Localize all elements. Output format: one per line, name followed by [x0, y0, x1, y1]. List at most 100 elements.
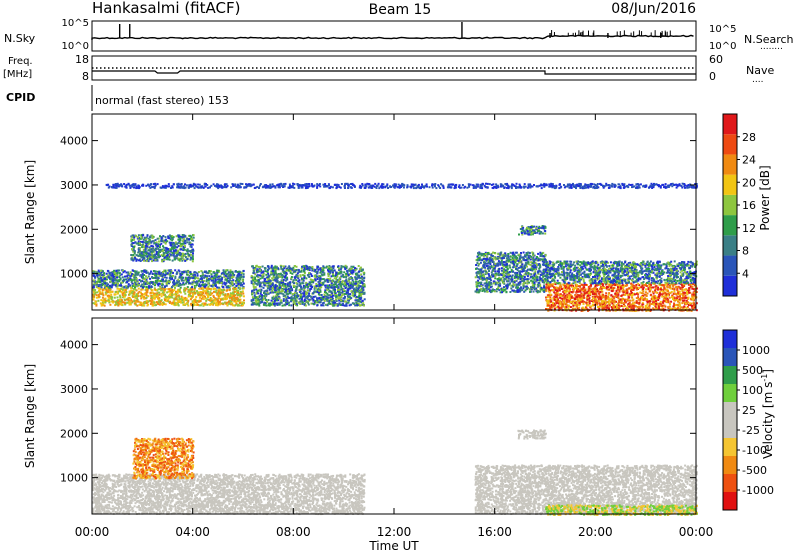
echo-cell	[256, 279, 259, 282]
echo-cell	[144, 283, 147, 285]
echo-cell	[229, 269, 232, 272]
echo-cell	[292, 284, 295, 287]
echo-cell	[293, 265, 296, 267]
echo-cell	[145, 281, 148, 284]
echo-cell	[125, 271, 128, 274]
echo-cell	[145, 289, 148, 292]
echo-cell	[477, 271, 480, 274]
echo-cell	[92, 295, 95, 298]
noise-left-tick-top: 10^5	[62, 18, 89, 29]
echo-cell	[310, 273, 313, 276]
echo-cell	[162, 271, 164, 273]
echo-cell	[148, 242, 151, 245]
echo-cell	[242, 286, 245, 289]
echo-cell	[352, 283, 355, 286]
echo-cell	[157, 278, 159, 281]
echo-cell	[202, 289, 205, 292]
echo-cell	[143, 237, 146, 240]
echo-cell	[477, 268, 480, 271]
echo-cell	[290, 298, 293, 301]
echo-cell	[505, 285, 508, 288]
echo-cell	[111, 278, 114, 281]
noise-search-dots: ........	[760, 42, 783, 52]
echo-cell	[284, 294, 286, 297]
echo-cell	[328, 290, 331, 293]
echo-cell	[219, 275, 222, 278]
echo-cell	[187, 281, 190, 283]
echo-cell	[233, 288, 236, 291]
echo-cell	[539, 273, 542, 276]
echo-cell	[151, 289, 154, 292]
echo-cell	[132, 254, 135, 256]
freq-right-tick-bottom: 0	[709, 70, 716, 83]
echo-cell	[243, 299, 245, 302]
echo-cell	[118, 276, 121, 279]
echo-cell	[163, 288, 166, 291]
echo-cell	[116, 276, 118, 279]
echo-cell	[140, 288, 143, 291]
echo-cell	[526, 282, 529, 285]
echo-cell	[258, 282, 261, 285]
echo-cell	[533, 274, 536, 277]
echo-cell	[218, 301, 221, 304]
echo-cell	[327, 272, 330, 275]
echo-cell	[168, 237, 171, 240]
echo-cell	[182, 242, 185, 245]
echo-cell	[530, 275, 532, 278]
echo-cell	[171, 285, 174, 288]
echo-cell	[168, 277, 171, 279]
echo-cell	[114, 291, 117, 293]
echo-cell	[228, 286, 231, 289]
echo-cell	[179, 274, 182, 277]
echo-cell	[242, 287, 245, 290]
echo-cell	[347, 293, 350, 295]
echo-cell	[100, 269, 103, 272]
echo-cell	[232, 295, 235, 298]
echo-cell	[212, 271, 215, 274]
echo-cell	[176, 243, 179, 246]
echo-cell	[521, 263, 524, 266]
echo-cell	[129, 278, 132, 281]
echo-cell	[214, 297, 217, 300]
echo-cell	[273, 284, 275, 287]
echo-cell	[197, 294, 200, 297]
echo-cell	[498, 267, 501, 270]
echo-cell	[492, 251, 495, 254]
echo-cell	[511, 257, 514, 259]
echo-cell	[165, 272, 168, 275]
echo-cell	[290, 295, 293, 298]
echo-cell	[172, 254, 175, 257]
echo-cell	[158, 244, 161, 246]
echo-cell	[178, 283, 181, 286]
echo-cell	[124, 285, 127, 288]
echo-cell	[128, 273, 131, 276]
echo-cell	[205, 270, 207, 273]
echo-cell	[174, 296, 177, 299]
echo-cell	[96, 275, 99, 278]
echo-cell	[149, 280, 152, 283]
echo-cell	[486, 283, 489, 286]
echo-cell	[105, 289, 108, 292]
echo-cell	[311, 286, 313, 288]
echo-cell	[140, 293, 143, 295]
echo-cell	[362, 302, 365, 305]
echo-cell	[194, 285, 197, 288]
echo-cell	[131, 300, 134, 303]
echo-cell	[207, 282, 210, 285]
echo-cell	[197, 277, 200, 280]
echo-cell	[242, 282, 245, 285]
echo-cell	[478, 289, 481, 292]
echo-cell	[161, 302, 163, 305]
echo-cell	[326, 296, 329, 299]
echo-cell	[264, 267, 267, 270]
echo-cell	[288, 304, 291, 307]
echo-cell	[100, 293, 103, 296]
echo-cell	[131, 248, 133, 251]
echo-cell	[168, 269, 171, 272]
echo-cell	[130, 240, 133, 243]
echo-cell	[265, 273, 268, 276]
echo-cell	[107, 283, 109, 286]
echo-cell	[187, 270, 190, 273]
echo-cell	[174, 284, 177, 287]
echo-cell	[102, 281, 105, 284]
